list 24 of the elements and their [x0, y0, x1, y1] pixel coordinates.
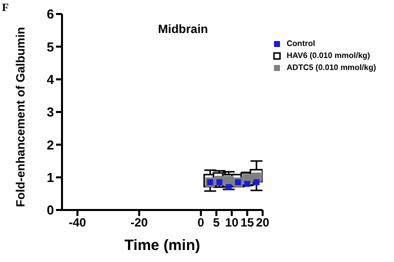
- x-axis-title: Time (min): [124, 237, 200, 254]
- x-tick-label: 15: [240, 216, 254, 230]
- x-tick-label: -40: [68, 216, 86, 230]
- x-tick-label: 10: [225, 216, 239, 230]
- y-tick-label: 6: [46, 6, 54, 22]
- legend-label: ADTC5 (0.010 mmol/kg): [286, 62, 376, 74]
- y-tick-label: 0: [46, 202, 54, 218]
- y-tick-label: 4: [46, 72, 55, 87]
- legend-label: Control: [286, 38, 316, 50]
- point: [244, 180, 250, 187]
- x-tick-label: 20: [256, 216, 270, 230]
- y-tick-label: 3: [46, 104, 54, 120]
- legend-label: HAV6 (0.010 mmol/kg): [286, 50, 370, 62]
- y-tick-label: 2: [46, 137, 54, 152]
- y-tick-label: 1: [46, 170, 54, 185]
- point: [253, 179, 260, 186]
- text: Midbrain: [158, 22, 208, 36]
- y-tick-label: 5: [46, 39, 54, 54]
- x-tick-label: -20: [130, 216, 148, 230]
- text: F: [2, 2, 9, 14]
- point: [226, 184, 232, 190]
- x-tick-label: 0: [198, 216, 205, 230]
- y-axis-title: Fold-enhancement of Galbumin: [13, 26, 28, 207]
- x-tick-label: 5: [212, 216, 220, 230]
